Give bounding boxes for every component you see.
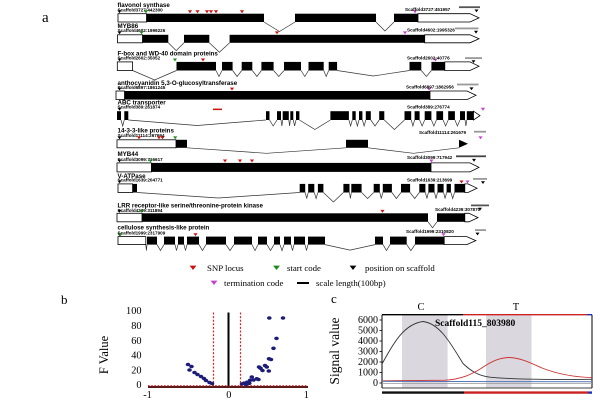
svg-text:start code: start code xyxy=(287,263,321,273)
svg-text:Scaffold1639:204771: Scaffold1639:204771 xyxy=(118,178,164,183)
svg-text:4000: 4000 xyxy=(358,336,378,347)
svg-text:Scaffold6897:1862956: Scaffold6897:1862956 xyxy=(406,84,454,89)
svg-text:5000: 5000 xyxy=(358,326,378,337)
svg-text:LRR receptor-like serine/threo: LRR receptor-like serine/threonine-prote… xyxy=(118,202,264,209)
svg-text:F-box and WD-40 domain protein: F-box and WD-40 domain proteins xyxy=(118,51,219,58)
svg-text:Scaffold3727:442300: Scaffold3727:442300 xyxy=(118,8,164,13)
svg-text:1000: 1000 xyxy=(358,368,378,379)
svg-text:b: b xyxy=(61,292,68,307)
svg-text:MYB44: MYB44 xyxy=(118,151,139,158)
svg-text:SNP locus: SNP locus xyxy=(207,263,244,273)
svg-text:termination code: termination code xyxy=(224,278,283,288)
svg-text:40: 40 xyxy=(131,351,141,362)
svg-text:Scaffold115_803980: Scaffold115_803980 xyxy=(435,319,515,329)
svg-text:Scaffold3099:716617: Scaffold3099:716617 xyxy=(118,157,164,162)
svg-text:Scaffold1999:2310820: Scaffold1999:2310820 xyxy=(406,229,454,234)
svg-text:1: 1 xyxy=(304,390,309,400)
svg-text:position on scaffold: position on scaffold xyxy=(365,263,435,273)
svg-text:T: T xyxy=(513,302,520,313)
svg-text:MYB86: MYB86 xyxy=(118,23,139,30)
svg-text:Scaffold11114:267694: Scaffold11114:267694 xyxy=(118,133,165,138)
svg-text:100: 100 xyxy=(126,306,141,317)
svg-text:a: a xyxy=(42,10,49,26)
svg-text:ABC transporter: ABC transporter xyxy=(118,99,167,106)
svg-text:Scaffold3099:717942: Scaffold3099:717942 xyxy=(407,155,453,160)
svg-text:6000: 6000 xyxy=(358,315,378,326)
svg-text:0: 0 xyxy=(373,378,378,389)
svg-text:anthocyanidin 5,3-O-glucosyltr: anthocyanidin 5,3-O-glucosyltransferase xyxy=(118,80,238,87)
svg-text:60: 60 xyxy=(131,336,141,347)
svg-text:C: C xyxy=(417,302,424,313)
svg-text:Scaffold11114:261679: Scaffold11114:261679 xyxy=(419,130,466,135)
svg-text:-1: -1 xyxy=(143,390,152,400)
svg-text:Scaffold389:261874: Scaffold389:261874 xyxy=(118,104,161,109)
svg-text:2000: 2000 xyxy=(358,357,378,368)
svg-text:80: 80 xyxy=(131,321,141,332)
svg-text:Scaffold6897:1861245: Scaffold6897:1861245 xyxy=(118,85,166,90)
svg-text:V-ATPase: V-ATPase xyxy=(118,173,147,180)
svg-text:F Value: F Value xyxy=(97,335,111,374)
svg-text:Scaffold4602:1999226: Scaffold4602:1999226 xyxy=(118,28,166,33)
svg-text:0: 0 xyxy=(226,390,231,400)
svg-text:Scaffold2602:40776: Scaffold2602:40776 xyxy=(407,56,450,61)
svg-text:0: 0 xyxy=(136,380,141,391)
svg-text:Scaffold4239:307870: Scaffold4239:307870 xyxy=(435,207,481,212)
svg-text:Signal value: Signal value xyxy=(327,317,342,384)
svg-text:14-3-3-like proteins: 14-3-3-like proteins xyxy=(118,127,175,134)
svg-text:scale length(100bp): scale length(100bp) xyxy=(316,278,386,288)
svg-text:3000: 3000 xyxy=(358,347,378,358)
svg-text:c: c xyxy=(331,291,337,306)
svg-text:Scaffold3727:451957: Scaffold3727:451957 xyxy=(405,7,451,12)
svg-text:cellulose synthesis-like prote: cellulose synthesis-like protein xyxy=(118,225,210,232)
svg-text:Scaffold2602:35052: Scaffold2602:35052 xyxy=(118,56,161,61)
svg-text:Scaffold389:276774: Scaffold389:276774 xyxy=(407,104,450,109)
svg-text:Scaffold1999:2317909: Scaffold1999:2317909 xyxy=(118,230,166,235)
svg-text:flavonol synthase: flavonol synthase xyxy=(118,2,171,9)
svg-text:Scaffold4602:1995326: Scaffold4602:1995326 xyxy=(407,28,455,33)
svg-text:20: 20 xyxy=(131,365,141,376)
svg-text:Scaffold1639:213699: Scaffold1639:213699 xyxy=(407,178,453,183)
